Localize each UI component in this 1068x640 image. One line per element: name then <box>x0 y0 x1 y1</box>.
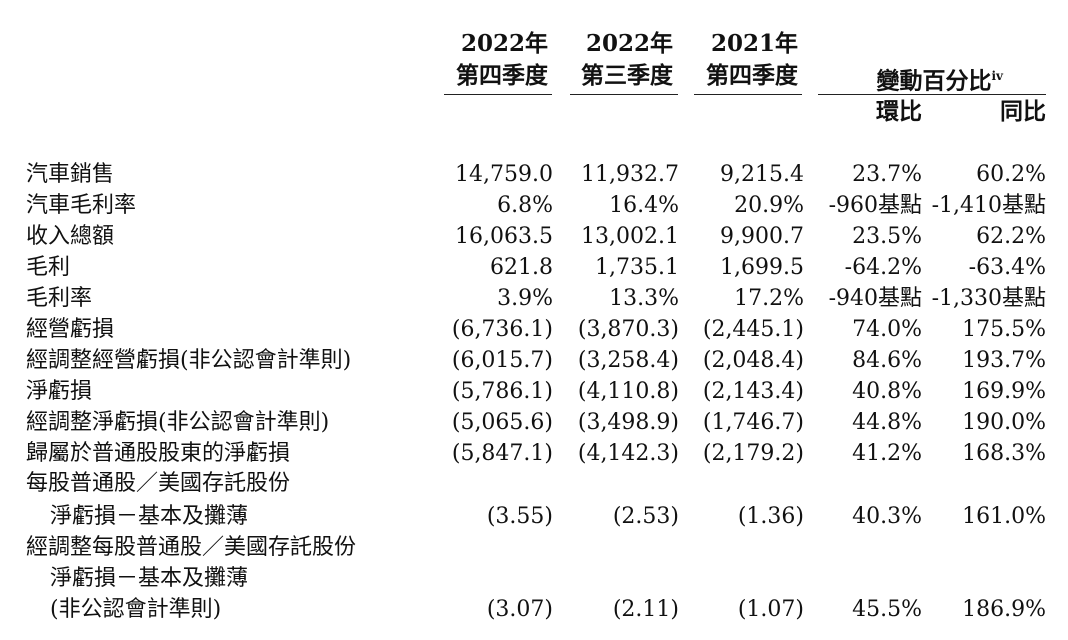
eps-adjusted-col1: (3.07) <box>486 597 553 622</box>
row-label: 經調整經營虧損(非公認會計準則) <box>26 348 352 373</box>
row-value-col1: 14,759.0 <box>455 162 553 187</box>
row-value-qoq: 74.0% <box>852 317 922 342</box>
row-value-col2: (3,870.3) <box>577 317 679 342</box>
row-value-col2: 11,932.7 <box>581 162 679 187</box>
col2-rule <box>570 94 678 95</box>
row-label: 汽車銷售 <box>26 162 115 187</box>
row-value-qoq: 41.2% <box>852 441 922 466</box>
row-value-qoq: -960基點 <box>828 193 922 218</box>
row-value-yoy: 169.9% <box>962 379 1046 404</box>
row-value-yoy: 60.2% <box>976 162 1046 187</box>
row-value-col1: (5,847.1) <box>451 441 553 466</box>
row-value-yoy: -63.4% <box>968 255 1046 280</box>
row-value-col3: 20.9% <box>734 193 804 218</box>
footnote-marker: iv <box>991 69 1003 83</box>
yoy-header: 同比 <box>1000 98 1046 125</box>
row-value-col3: (1,746.7) <box>702 410 804 435</box>
row-value-col2: 1,735.1 <box>595 255 679 280</box>
row-value-col2: (3,258.4) <box>577 348 679 373</box>
col2-year: 2022年 <box>585 30 673 57</box>
row-value-qoq: -64.2% <box>844 255 922 280</box>
row-value-qoq: 23.5% <box>852 224 922 249</box>
eps-adjusted-col3: (1.07) <box>737 597 804 622</box>
col3-rule <box>694 94 802 95</box>
eps-basic-qoq: 40.3% <box>852 504 922 529</box>
row-value-col1: 621.8 <box>490 255 553 280</box>
row-value-qoq: 84.6% <box>852 348 922 373</box>
row-value-yoy: -1,410基點 <box>931 193 1046 218</box>
row-value-col3: 9,900.7 <box>720 224 804 249</box>
row-value-col3: (2,445.1) <box>702 317 804 342</box>
row-value-yoy: 190.0% <box>962 410 1046 435</box>
row-value-col1: (5,065.6) <box>451 410 553 435</box>
row-value-col3: (2,143.4) <box>702 379 804 404</box>
row-value-col2: (4,110.8) <box>577 379 679 404</box>
row-label: 淨虧損 <box>26 379 93 404</box>
col3-period: 第四季度 <box>706 62 798 89</box>
row-label: 毛利率 <box>26 286 93 311</box>
row-value-col1: 6.8% <box>497 193 553 218</box>
eps-adjusted-col2: (2.11) <box>612 597 679 622</box>
row-label: 收入總額 <box>26 224 115 249</box>
col1-rule <box>444 94 552 95</box>
row-value-col2: (4,142.3) <box>577 441 679 466</box>
row-label: 經調整淨虧損(非公認會計準則) <box>26 410 330 435</box>
row-value-col1: (6,736.1) <box>451 317 553 342</box>
row-value-yoy: 193.7% <box>962 348 1046 373</box>
eps-basic-label-line1: 每股普通股／美國存託股份 <box>26 471 291 496</box>
row-label: 汽車毛利率 <box>26 193 137 218</box>
col3-year: 2021年 <box>710 30 798 57</box>
eps-basic-yoy: 161.0% <box>962 504 1046 529</box>
row-value-yoy: -1,330基點 <box>931 286 1046 311</box>
row-label: 歸屬於普通股股東的淨虧損 <box>26 441 291 466</box>
row-value-col3: 1,699.5 <box>720 255 804 280</box>
row-value-yoy: 168.3% <box>962 441 1046 466</box>
row-value-col2: 16.4% <box>609 193 679 218</box>
row-value-col2: 13,002.1 <box>581 224 679 249</box>
eps-basic-col3: (1.36) <box>737 504 804 529</box>
row-label: 經營虧損 <box>26 317 115 342</box>
row-value-col2: (3,498.9) <box>577 410 679 435</box>
eps-basic-col2: (2.53) <box>612 504 679 529</box>
eps-basic-label-line2: 淨虧損－基本及攤薄 <box>50 504 249 529</box>
row-value-col1: 3.9% <box>497 286 553 311</box>
col2-period: 第三季度 <box>581 62 673 89</box>
row-value-qoq: -940基點 <box>828 286 922 311</box>
row-value-col3: 9,215.4 <box>720 162 804 187</box>
row-value-qoq: 40.8% <box>852 379 922 404</box>
row-value-col3: 17.2% <box>734 286 804 311</box>
eps-adjusted-label-line2: 淨虧損－基本及攤薄 <box>50 566 249 591</box>
row-value-col2: 13.3% <box>609 286 679 311</box>
row-value-col1: (6,015.7) <box>451 348 553 373</box>
eps-basic-col1: (3.55) <box>486 504 553 529</box>
eps-adjusted-qoq: 45.5% <box>852 597 922 622</box>
qoq-header: 環比 <box>876 98 922 125</box>
row-value-qoq: 23.7% <box>852 162 922 187</box>
eps-adjusted-label-line1: 經調整每股普通股／美國存託股份 <box>26 535 357 560</box>
col1-period: 第四季度 <box>456 62 548 89</box>
row-value-col1: 16,063.5 <box>455 224 553 249</box>
eps-adjusted-label-line3: (非公認會計準則) <box>50 597 222 622</box>
row-value-qoq: 44.8% <box>852 410 922 435</box>
row-value-col3: (2,179.2) <box>702 441 804 466</box>
eps-adjusted-yoy: 186.9% <box>962 597 1046 622</box>
row-value-col3: (2,048.4) <box>702 348 804 373</box>
change-rule <box>818 94 1046 95</box>
row-value-col1: (5,786.1) <box>451 379 553 404</box>
row-value-yoy: 62.2% <box>976 224 1046 249</box>
row-value-yoy: 175.5% <box>962 317 1046 342</box>
change-title: 變動百分比iv <box>876 67 1003 95</box>
row-label: 毛利 <box>26 255 71 280</box>
col1-year: 2022年 <box>460 30 548 57</box>
